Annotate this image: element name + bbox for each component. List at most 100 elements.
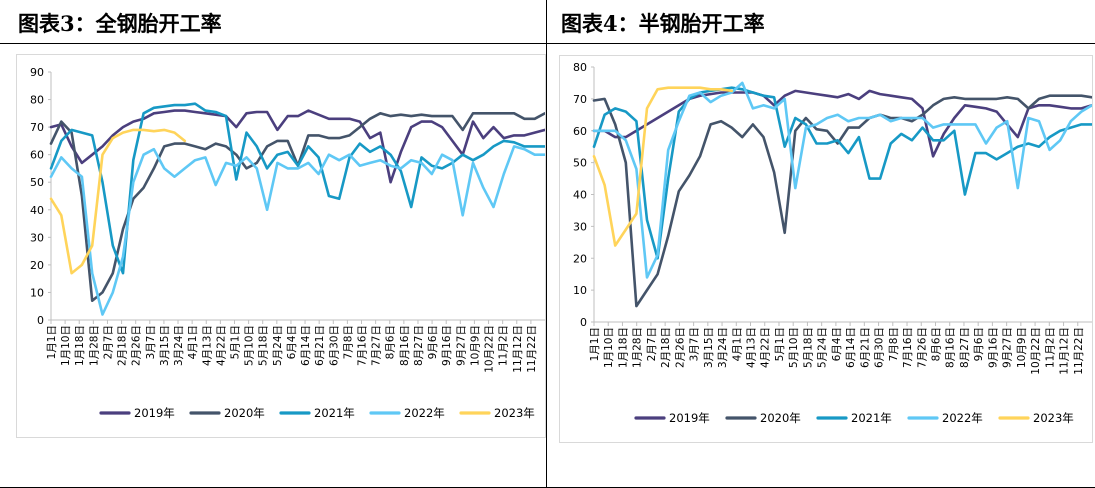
chart-frame: 0 10 20 30 40 50 60 70 80 1月1日 1月10日 1月18日 1月28日 2月7日… [559,55,1093,443]
y-tick-label: 0 [37,314,44,327]
series-line-2020 [49,112,545,302]
right-panel: 图表4：半钢胎开工率 0 10 20 30 40 50 60 70 80 1月1日 1月10日 1月1… [547,0,1095,488]
semi-steel-tire-chart: 0 10 20 30 40 50 60 70 80 1月1日 1月10日 1月18日 1月28日 2月7日… [573,61,1092,425]
x-tick-label: 7月16日 [902,327,914,368]
title-divider [0,43,1095,44]
x-tick-label: 5月10日 [788,327,800,368]
x-tick-label: 11月2日 [498,325,510,366]
x-tick-label: 1月10日 [60,325,72,366]
x-tick-label: 4月22日 [760,327,772,368]
x-tick-label: 1月1日 [46,325,58,359]
legend-label-2023: 2023年 [1033,411,1074,425]
x-tick-label: 2月7日 [646,327,658,361]
x-tick-label: 10月9日 [1016,327,1028,368]
x-tick-label: 3月24日 [717,327,729,368]
y-tick-label: 30 [30,231,44,244]
x-tick-label: 9月27日 [1002,327,1014,368]
x-tick-label: 1月28日 [88,325,100,366]
x-tick-label: 11月22日 [1073,327,1085,375]
x-tick-label: 5月1日 [229,325,241,359]
x-tick-label: 7月26日 [916,327,928,368]
x-tick-label: 4月1日 [187,325,199,359]
x-tick-label: 1月18日 [74,325,86,366]
legend-label-2022: 2022年 [942,411,983,425]
y-tick-label: 10 [573,284,587,297]
x-tick-label: 9月16日 [987,327,999,368]
y-tick-label: 20 [30,259,44,272]
x-tick-label: 11月22日 [526,325,538,373]
x-tick-label: 1月28日 [632,327,644,368]
legend-label-2022: 2022年 [404,406,445,420]
y-tick-label: 60 [573,125,587,138]
x-tick-label: 2月7日 [102,325,114,359]
x-tick-label: 3月7日 [145,325,157,359]
x-tick-label: 6月4日 [286,325,298,359]
x-tick-label: 7月8日 [342,325,354,359]
x-tick-label: 2月18日 [660,327,672,368]
x-tick-label: 8月16日 [945,327,957,368]
x-tick-label: 3月15日 [159,325,171,366]
x-tick-label: 5月24日 [272,325,284,366]
chart-title: 图表3：全钢胎开工率 [18,11,222,36]
x-tick-label: 2月26日 [131,325,143,366]
x-tick-label: 3月24日 [173,325,185,366]
legend-label-2020: 2020年 [760,411,801,425]
x-tick-label: 5月18日 [258,325,270,366]
x-tick-label: 7月16日 [357,325,369,366]
x-tick-label: 10月9日 [469,325,481,366]
x-tick-label: 5月18日 [802,327,814,368]
y-tick-label: 60 [30,149,44,162]
x-tick-label: 8月16日 [399,325,411,366]
x-tick-label: 11月2日 [1044,327,1056,368]
x-tick-label: 2月18日 [117,325,129,366]
x-tick-label: 5月1日 [774,327,786,361]
series-line-2020 [592,94,1092,308]
x-tick-label: 4月22日 [215,325,227,366]
x-tick-label: 1月18日 [617,327,629,368]
legend-label-2021: 2021年 [851,411,892,425]
x-tick-label: 4月1日 [731,327,743,361]
series-line-2023 [592,86,733,247]
series-line-2022 [592,81,1092,279]
x-tick-label: 6月4日 [831,327,843,361]
left-panel: 图表3：全钢胎开工率 0 10 20 30 40 50 60 70 80 90 1月1日 1月10日 1… [0,0,546,488]
x-tick-label: 6月30日 [328,325,340,366]
legend-label-2023: 2023年 [494,406,535,420]
y-tick-label: 70 [30,121,44,134]
x-tick-label: 6月21日 [859,327,871,368]
x-tick-label: 6月14日 [845,327,857,368]
x-tick-label: 3月7日 [689,327,701,361]
x-tick-label: 2月26日 [674,327,686,368]
panel-divider [546,0,547,488]
x-tick-label: 7月8日 [888,327,900,361]
x-tick-label: 6月14日 [300,325,312,366]
x-tick-label: 8月6日 [385,325,397,359]
y-tick-label: 40 [30,204,44,217]
x-tick-label: 9月6日 [973,327,985,361]
legend-label-2019: 2019年 [134,406,175,420]
y-tick-label: 40 [573,189,587,202]
series-line-2021 [592,86,1092,260]
series-line-2023 [49,128,187,275]
x-tick-label: 4月13日 [746,327,758,368]
x-tick-label: 10月22日 [1030,327,1042,375]
x-tick-label: 1月1日 [589,327,601,361]
y-tick-label: 80 [30,94,44,107]
x-tick-label: 5月24日 [817,327,829,368]
y-tick-label: 80 [573,61,587,74]
y-tick-label: 0 [580,316,587,329]
x-tick-label: 11月12日 [512,325,524,373]
x-tick-label: 4月13日 [201,325,213,366]
x-tick-label: 11月12日 [1059,327,1071,375]
chart-title: 图表4：半钢胎开工率 [561,11,765,36]
x-tick-label: 8月6日 [930,327,942,361]
y-tick-label: 10 [30,286,44,299]
x-tick-label: 8月27日 [959,327,971,368]
x-tick-label: 9月16日 [441,325,453,366]
chart-frame: 0 10 20 30 40 50 60 70 80 90 1月1日 1月10日 1月18日 1月28日 2月… [16,54,546,438]
x-tick-label: 10月22日 [484,325,496,373]
x-tick-label: 6月21日 [314,325,326,366]
series-line-2022 [49,145,545,316]
y-tick-label: 50 [573,157,587,170]
